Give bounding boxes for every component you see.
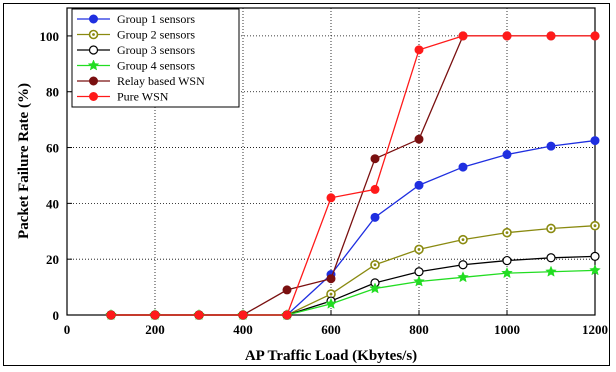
data-point: [546, 141, 556, 151]
data-point: [590, 31, 600, 41]
data-point: [150, 310, 160, 320]
series-6: [106, 31, 600, 320]
data-point: [502, 227, 512, 238]
legend-marker: [89, 76, 98, 86]
data-point: [458, 31, 468, 41]
x-tick-label: 200: [145, 322, 165, 337]
x-axis-title: AP Traffic Load (Kbytes/s): [245, 348, 417, 364]
data-point: [414, 267, 424, 277]
x-tick-label: 1200: [582, 322, 608, 337]
legend-item: Pure WSN: [77, 90, 169, 104]
legend-item: Group 4 sensors: [77, 59, 195, 73]
series-3: [106, 251, 600, 320]
series-line: [111, 225, 596, 316]
series-line: [111, 255, 596, 316]
legend-label: Group 4 sensors: [117, 59, 195, 73]
data-point: [590, 220, 600, 231]
y-axis-title: Packet Failure Rate (%): [16, 83, 32, 239]
data-point: [501, 266, 513, 279]
legend-marker: [88, 45, 99, 55]
data-point: [414, 244, 424, 255]
data-point: [370, 259, 380, 270]
data-point: [546, 253, 556, 263]
legend-marker: [88, 29, 99, 40]
data-point: [502, 255, 512, 266]
data-point: [370, 212, 380, 222]
series-line: [111, 139, 596, 316]
data-point: [590, 136, 600, 146]
legend-item: Group 2 sensors: [77, 28, 195, 42]
marker-center: [373, 263, 377, 267]
y-tick-label: 0: [53, 308, 60, 323]
data-point: [369, 282, 381, 294]
data-point: [458, 234, 468, 245]
data-point: [546, 223, 556, 234]
data-point: [282, 310, 292, 320]
data-point: [502, 150, 512, 160]
y-tick-label: 60: [46, 141, 59, 156]
legend-marker: [89, 92, 98, 101]
legend-item: Relay based WSN: [77, 74, 205, 88]
data-point: [194, 310, 204, 320]
data-point: [370, 154, 380, 164]
x-tick-label: 0: [64, 322, 71, 337]
data-point: [414, 180, 424, 190]
y-tick-label: 80: [46, 85, 59, 100]
y-tick-label: 100: [40, 29, 60, 44]
axis-ticks: 0 200 400 600 800 1000 1200 0 20 40 60 80 100: [40, 29, 609, 337]
y-tick-label: 20: [46, 252, 59, 267]
marker-center: [92, 33, 95, 36]
data-point: [589, 264, 601, 276]
series: [105, 31, 601, 320]
data-point: [325, 297, 337, 309]
data-point: [546, 31, 556, 41]
x-tick-label: 400: [233, 322, 253, 337]
legend-item: Group 3 sensors: [77, 43, 195, 57]
data-point: [370, 184, 380, 194]
data-point: [545, 265, 557, 277]
data-point: [458, 260, 468, 270]
data-point: [413, 275, 425, 287]
data-point: [326, 274, 336, 284]
data-point: [326, 193, 336, 203]
marker-center: [329, 292, 333, 296]
legend-box: [71, 8, 240, 108]
legend-label: Pure WSN: [117, 90, 169, 104]
legend-marker: [89, 14, 98, 24]
legend-item: Group 1 sensors: [77, 12, 195, 26]
data-point: [414, 134, 424, 144]
y-tick-label: 40: [46, 196, 59, 211]
data-point: [457, 271, 469, 283]
marker-center: [505, 231, 509, 235]
legend-label: Relay based WSN: [117, 74, 205, 88]
marker-center: [461, 238, 465, 242]
marker-center: [417, 248, 421, 251]
legend-marker: [87, 59, 100, 71]
data-point: [238, 310, 248, 320]
x-tick-label: 800: [409, 322, 429, 337]
legend-label: Group 2 sensors: [117, 28, 195, 42]
legend-label: Group 1 sensors: [117, 12, 195, 26]
data-point: [502, 31, 512, 41]
legend-label: Group 3 sensors: [117, 43, 195, 57]
marker-center: [549, 227, 553, 230]
marker-center: [593, 224, 597, 228]
x-tick-label: 600: [321, 322, 341, 337]
data-point: [590, 251, 600, 261]
data-point: [106, 310, 116, 320]
x-tick-label: 1000: [494, 322, 520, 337]
data-point: [414, 45, 424, 55]
series-line: [111, 35, 595, 316]
series-2: [106, 220, 600, 320]
data-point: [458, 162, 468, 172]
data-point: [282, 285, 292, 295]
